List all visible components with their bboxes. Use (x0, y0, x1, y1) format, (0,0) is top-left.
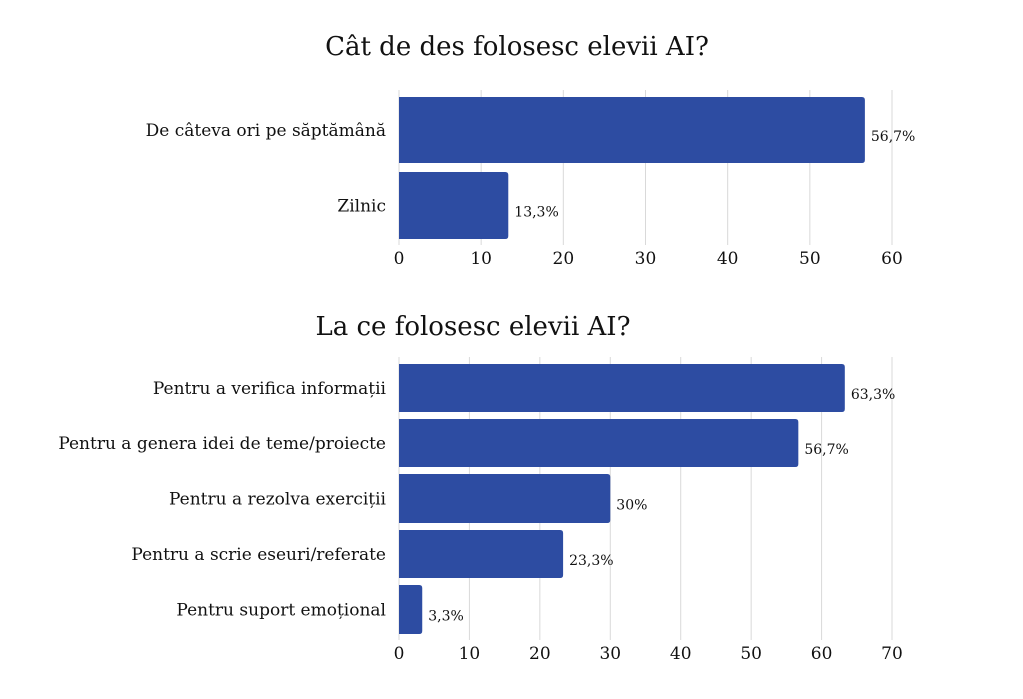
chart-title: La ce folosesc elevii AI? (315, 312, 630, 342)
bar (399, 364, 845, 412)
x-tick-label: 10 (459, 644, 481, 664)
bar (399, 172, 509, 239)
data-label: 3,3% (428, 609, 464, 625)
x-tick-label: 0 (394, 249, 405, 269)
x-tick-label: 40 (717, 249, 739, 269)
x-tick-label: 60 (811, 644, 833, 664)
x-tick-label: 30 (599, 644, 621, 664)
x-tick-label: 60 (881, 249, 903, 269)
category-label: Pentru a verifica informații (153, 379, 387, 399)
data-label: 63,3% (851, 387, 895, 403)
data-label: 30% (616, 498, 647, 514)
x-tick-label: 50 (740, 644, 762, 664)
data-label: 56,7% (804, 442, 848, 458)
x-tick-label: 40 (670, 644, 692, 664)
category-label: Pentru suport emoțional (176, 601, 386, 621)
data-label: 13,3% (514, 205, 558, 221)
category-label: Pentru a genera idei de teme/proiecte (58, 434, 386, 454)
x-tick-label: 20 (529, 644, 551, 664)
bar (399, 530, 564, 578)
x-tick-label: 0 (394, 644, 405, 664)
category-label: Pentru a rezolva exerciții (169, 490, 387, 510)
bar (399, 419, 799, 467)
chart-title: Cât de des folosesc elevii AI? (325, 32, 709, 62)
bar (399, 585, 423, 634)
x-tick-label: 50 (799, 249, 821, 269)
category-label: De câteva ori pe săptămână (146, 121, 386, 141)
x-tick-label: 10 (470, 249, 492, 269)
x-tick-label: 30 (635, 249, 657, 269)
bar (399, 474, 611, 523)
data-label: 56,7% (871, 129, 915, 145)
category-label: Pentru a scrie eseuri/referate (131, 545, 386, 565)
x-tick-label: 20 (553, 249, 575, 269)
bar (399, 97, 865, 163)
x-tick-label: 70 (881, 644, 903, 664)
category-label: Zilnic (337, 197, 386, 217)
data-label: 23,3% (569, 553, 613, 569)
